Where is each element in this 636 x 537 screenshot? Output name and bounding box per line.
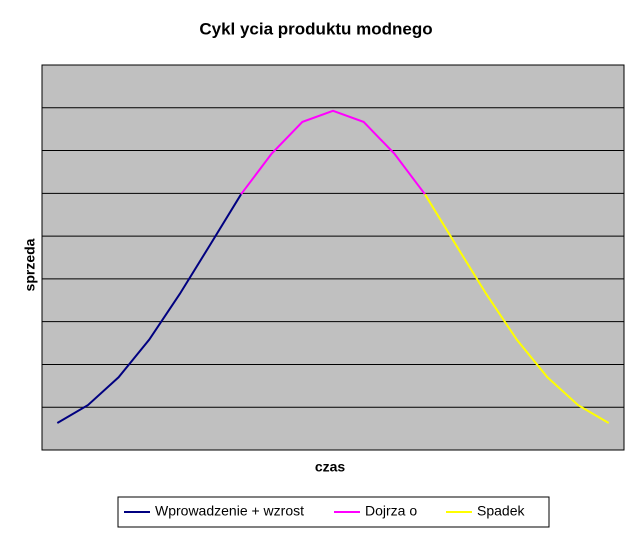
legend-label: Spadek (477, 503, 525, 519)
plot-area (41, 64, 625, 451)
series-line (56, 193, 242, 424)
legend-box (117, 496, 550, 528)
legend-label: Wprowadzenie + wzrost (155, 503, 304, 519)
legend-label: Dojrza o (365, 503, 417, 519)
series-line (424, 193, 610, 424)
y-axis-label: sprzeda (22, 238, 38, 291)
series-line (240, 109, 426, 195)
x-axis-label: czas (315, 459, 346, 475)
chart-title: Cykl ycia produktu modnego (199, 19, 432, 38)
